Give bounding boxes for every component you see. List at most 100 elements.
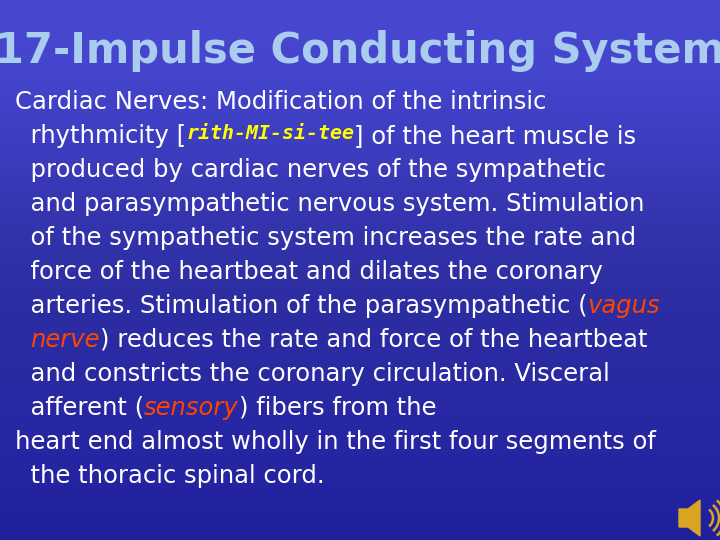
Bar <box>0 119 720 120</box>
Bar <box>0 401 720 403</box>
Bar <box>0 223 720 225</box>
Bar <box>0 295 720 297</box>
Bar <box>0 528 720 529</box>
Bar <box>0 258 720 259</box>
Bar <box>0 312 720 313</box>
Bar <box>0 282 720 285</box>
Bar <box>0 234 720 236</box>
Bar <box>0 4 720 5</box>
Bar <box>0 288 720 290</box>
Bar <box>0 166 720 167</box>
Bar <box>0 277 720 279</box>
Bar <box>0 315 720 317</box>
Bar <box>0 290 720 292</box>
Bar <box>0 349 720 351</box>
Bar <box>0 34 720 36</box>
Bar <box>0 146 720 147</box>
Bar <box>0 432 720 434</box>
Bar <box>0 110 720 112</box>
Bar <box>0 498 720 501</box>
Bar <box>0 470 720 471</box>
Bar <box>0 501 720 502</box>
Bar <box>0 77 720 79</box>
Bar <box>0 236 720 238</box>
Bar <box>0 366 720 367</box>
Bar <box>0 362 720 363</box>
Bar <box>0 374 720 376</box>
Bar <box>0 363 720 366</box>
Text: afferent (: afferent ( <box>15 396 144 420</box>
Bar <box>0 69 720 70</box>
Text: rhythmicity [: rhythmicity [ <box>15 124 186 148</box>
Bar <box>0 518 720 520</box>
Bar <box>0 437 720 439</box>
Bar <box>0 20 720 22</box>
Bar <box>0 347 720 349</box>
Bar <box>0 15 720 16</box>
Bar <box>0 407 720 409</box>
Bar <box>0 218 720 220</box>
Bar <box>0 198 720 200</box>
Bar <box>0 86 720 88</box>
Bar <box>0 243 720 245</box>
Bar <box>0 428 720 430</box>
Bar <box>0 187 720 189</box>
Bar <box>0 117 720 119</box>
Bar <box>0 488 720 490</box>
Bar <box>0 342 720 344</box>
Bar <box>0 214 720 216</box>
Text: and parasympathetic nervous system. Stimulation: and parasympathetic nervous system. Stim… <box>15 192 644 216</box>
Bar <box>0 79 720 81</box>
Bar <box>0 430 720 432</box>
Bar <box>0 380 720 382</box>
Bar <box>0 232 720 234</box>
Bar <box>0 324 720 326</box>
Bar <box>0 385 720 387</box>
Bar <box>0 131 720 133</box>
Bar <box>0 326 720 328</box>
Bar <box>0 353 720 355</box>
Bar <box>0 245 720 247</box>
Bar <box>0 142 720 144</box>
Text: the thoracic spinal cord.: the thoracic spinal cord. <box>15 464 325 488</box>
Bar <box>0 474 720 475</box>
Bar <box>0 12 720 15</box>
Bar <box>0 531 720 533</box>
Bar <box>0 45 720 47</box>
Bar <box>0 436 720 437</box>
Text: arteries. Stimulation of the parasympathetic (: arteries. Stimulation of the parasympath… <box>15 294 588 318</box>
Bar <box>0 497 720 498</box>
Bar <box>0 308 720 309</box>
Text: nerve: nerve <box>30 328 100 352</box>
Bar <box>0 508 720 509</box>
Bar <box>0 58 720 59</box>
Bar <box>0 479 720 481</box>
Bar <box>0 409 720 410</box>
Bar <box>0 344 720 346</box>
Bar <box>0 306 720 308</box>
Bar <box>0 254 720 255</box>
Bar <box>0 268 720 270</box>
Bar <box>0 351 720 353</box>
Bar <box>0 112 720 113</box>
Bar <box>0 96 720 97</box>
Bar <box>0 394 720 396</box>
Bar <box>0 92 720 93</box>
Bar <box>0 124 720 126</box>
Bar <box>0 515 720 517</box>
Bar <box>0 412 720 414</box>
Bar <box>0 135 720 137</box>
Text: vagus: vagus <box>588 294 660 318</box>
Bar <box>0 333 720 335</box>
Text: 17-Impulse Conducting System: 17-Impulse Conducting System <box>0 30 720 72</box>
Bar <box>0 81 720 83</box>
Bar <box>0 147 720 150</box>
Bar <box>0 285 720 286</box>
Bar <box>0 486 720 488</box>
Bar <box>0 511 720 513</box>
Bar <box>0 63 720 65</box>
Bar <box>0 255 720 258</box>
Bar <box>0 7 720 9</box>
Bar <box>0 414 720 416</box>
Bar <box>0 174 720 177</box>
